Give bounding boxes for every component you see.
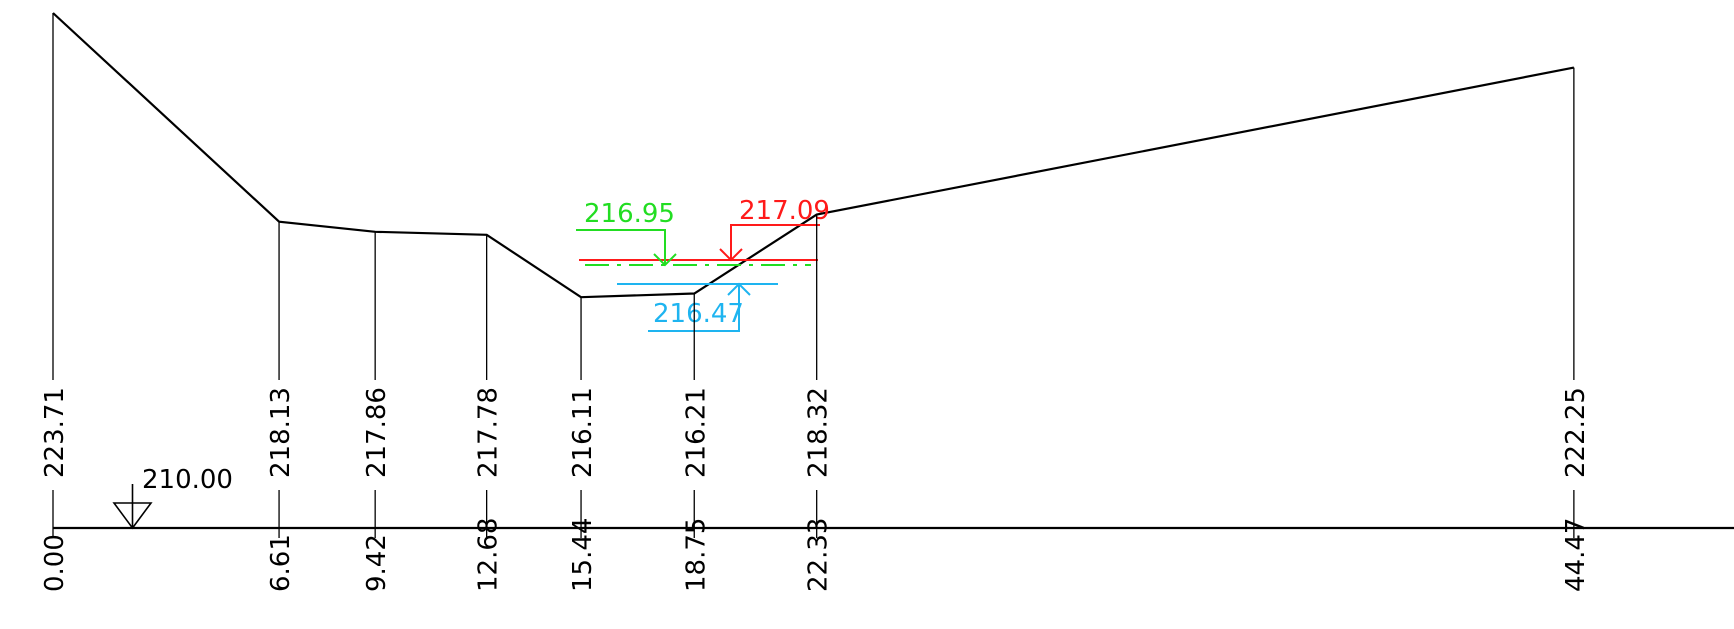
elevation-label: 218.32 — [804, 387, 834, 478]
station-mark: 216.11 15.44 — [568, 297, 598, 592]
elevation-label: 223.71 — [40, 387, 70, 478]
water-level-blue-leader — [648, 282, 751, 332]
water-level-green-label: 216.95 — [584, 199, 675, 229]
station-mark: 223.71 0.00 — [40, 13, 70, 592]
station-mark: 217.78 12.68 — [474, 234, 504, 592]
water-level-blue-label: 216.47 — [653, 299, 744, 329]
elevation-label: 217.78 — [474, 387, 504, 478]
station-mark: 222.25 44.47 — [1561, 67, 1591, 592]
elevation-label: 216.21 — [681, 387, 711, 478]
station-mark: 217.86 9.42 — [362, 231, 392, 592]
station-label: 15.44 — [568, 518, 598, 592]
station-label: 0.00 — [40, 534, 70, 592]
water-level-green: 216.95 — [576, 199, 811, 267]
station-label: 9.42 — [362, 534, 392, 592]
station-label: 12.68 — [474, 518, 504, 592]
water-level-red-leader — [719, 224, 820, 262]
elevation-label: 217.86 — [362, 387, 392, 478]
station-label: 44.47 — [1561, 518, 1591, 592]
ground-profile-line — [52, 12, 1575, 299]
station-mark: 216.21 18.75 — [681, 293, 711, 592]
station-marks: 223.71 0.00 218.13 6.61 217.86 9.42 217.78 12.6… — [40, 13, 1591, 592]
water-level-blue: 216.47 — [617, 282, 778, 332]
water-level-red-label: 217.09 — [739, 196, 830, 226]
water-level-red: 217.09 — [579, 196, 830, 262]
elevation-label: 218.13 — [266, 387, 296, 478]
station-label: 6.61 — [266, 534, 296, 592]
elevation-label: 216.11 — [568, 387, 598, 478]
datum-triangle-icon — [112, 484, 153, 530]
station-label: 22.33 — [804, 518, 834, 592]
water-level-green-leader — [576, 229, 677, 267]
station-mark: 218.32 22.33 — [804, 214, 834, 592]
station-mark: 218.13 6.61 — [266, 221, 296, 592]
station-label: 18.75 — [681, 518, 711, 592]
elevation-label: 222.25 — [1561, 387, 1591, 478]
datum-label: 210.00 — [142, 465, 233, 495]
